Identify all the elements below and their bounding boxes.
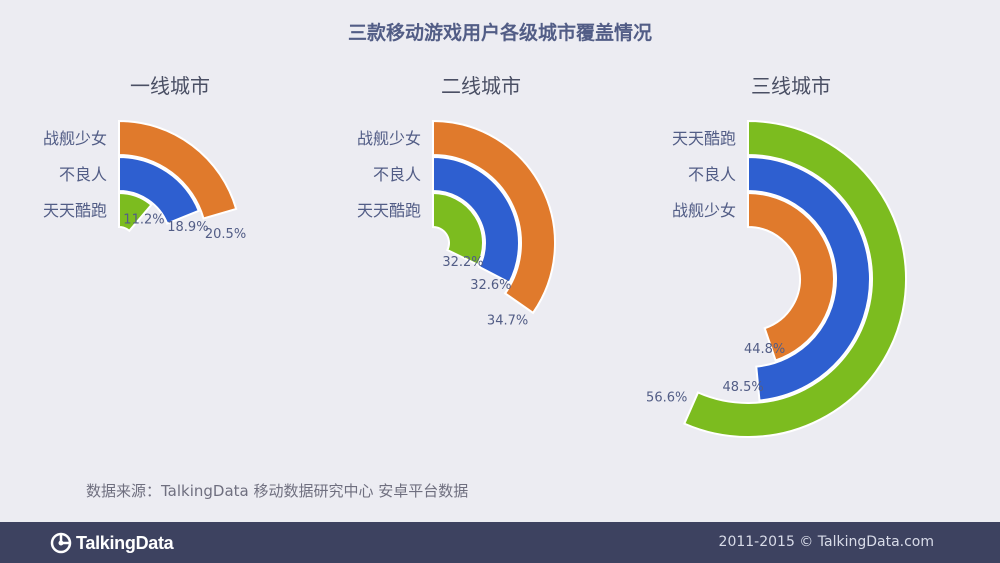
radial-bar-arc [747, 155, 871, 402]
value-label: 32.6% [470, 278, 511, 293]
series-label: 天天酷跑 [357, 201, 421, 220]
radial-bar-arc [118, 155, 201, 225]
series-label: 天天酷跑 [43, 201, 107, 220]
value-label: 34.7% [487, 314, 528, 329]
chart-subtitle: 三线城市 [751, 74, 831, 98]
value-label: 44.8% [744, 342, 785, 357]
copyright-text: 2011-2015 © TalkingData.com [718, 534, 934, 550]
series-label: 不良人 [59, 165, 107, 184]
chart-title: 三款移动游戏用户各级城市覆盖情况 [347, 22, 652, 44]
chart-subtitle: 一线城市 [130, 74, 210, 98]
series-label: 不良人 [373, 165, 421, 184]
series-label: 战舰少女 [43, 129, 107, 148]
logo-text: TalkingData [76, 532, 174, 553]
radial-bar-arc [683, 119, 907, 438]
radial-bar-arc [118, 119, 238, 220]
data-source-note: 数据来源：TalkingData 移动数据研究中心 安卓平台数据 [86, 482, 469, 500]
series-label: 战舰少女 [672, 201, 736, 220]
value-label: 20.5% [205, 227, 246, 242]
value-label: 48.5% [722, 380, 763, 395]
series-label: 天天酷跑 [672, 129, 736, 148]
chart-subtitle: 二线城市 [441, 74, 521, 98]
series-label: 战舰少女 [357, 129, 421, 148]
logo-mark-icon [50, 532, 72, 554]
value-label: 11.2% [123, 212, 164, 227]
value-label: 18.9% [167, 220, 208, 235]
value-label: 32.2% [442, 255, 483, 270]
series-label: 不良人 [688, 165, 736, 184]
radial-bar-arc [432, 155, 520, 284]
talkingdata-logo: TalkingData [50, 531, 174, 555]
value-label: 56.6% [646, 391, 687, 406]
footer-bar: TalkingData 2011-2015 © TalkingData.com [0, 522, 1000, 563]
radial-bar-arc [432, 119, 556, 315]
radial-bar-arc [747, 191, 835, 362]
radial-bar-arc [118, 191, 153, 233]
radial-bar-arc [432, 191, 484, 267]
